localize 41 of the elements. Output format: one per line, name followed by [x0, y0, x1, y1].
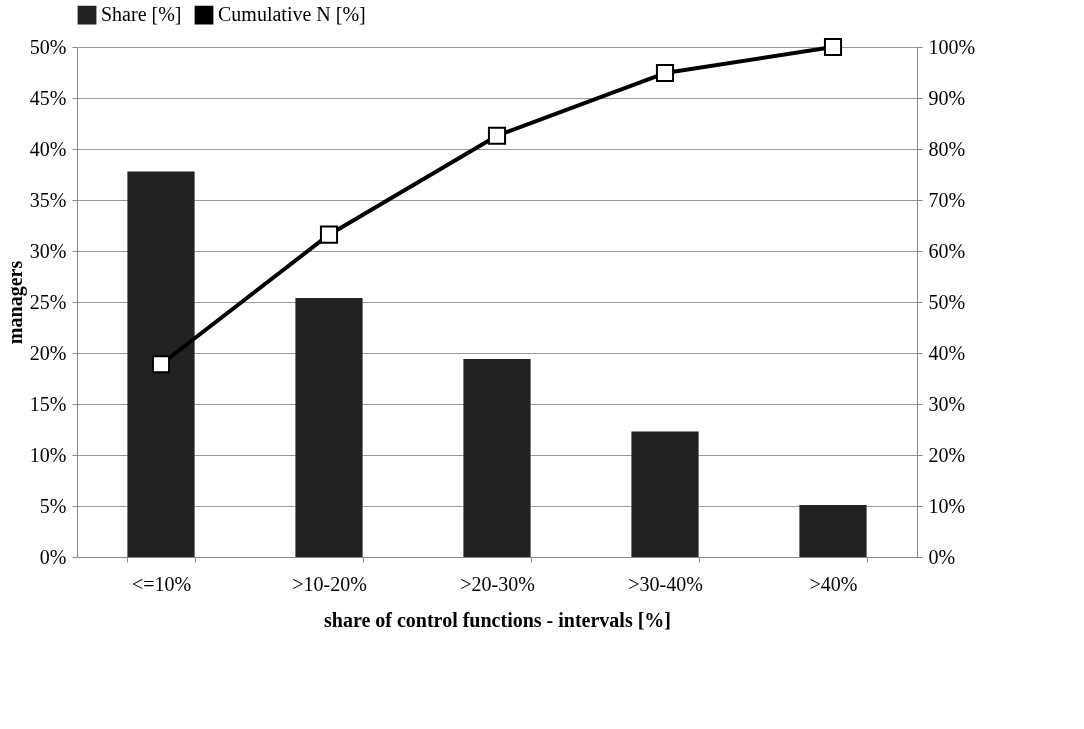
y2-tick-label: 60%: [928, 239, 966, 262]
bar: [799, 504, 867, 557]
y2-tick-label: 40%: [928, 341, 966, 364]
x-tick-label: >40%: [809, 572, 858, 595]
y-tick-label: 25%: [29, 290, 67, 313]
x-tick-label: >30-40%: [628, 572, 703, 595]
y-tick-label: 35%: [29, 188, 67, 211]
y-tick-label: 40%: [29, 137, 67, 160]
point: [151, 355, 171, 374]
y2-tick-label: 70%: [928, 188, 966, 211]
y-tick-label: 5%: [39, 494, 67, 517]
y-axis-title: managers: [3, 260, 27, 345]
bar: [295, 297, 363, 557]
y2-tick-label: 80%: [928, 137, 966, 160]
bar: [631, 431, 699, 557]
y-tick-label: 20%: [29, 341, 67, 364]
y-tick-label: 50%: [29, 35, 67, 58]
point: [655, 63, 675, 83]
y2-tick-label: 10%: [928, 494, 966, 517]
bar: [127, 171, 195, 557]
point: [823, 37, 843, 57]
y2-tick-label: 90%: [928, 86, 966, 109]
x-axis-title: share of control functions - intervals [%]: [323, 608, 672, 631]
point: [487, 126, 507, 145]
legend-label: Share [%]: [101, 3, 182, 26]
x-tick-label: <=10%: [131, 572, 192, 595]
y2-tick-label: 20%: [928, 443, 966, 466]
x-tick-label: >20-30%: [460, 572, 535, 595]
bar: [463, 359, 531, 557]
y2-tick-label: 50%: [928, 290, 966, 313]
y-tick-label: 0%: [39, 545, 67, 568]
y-tick-label: 45%: [29, 86, 67, 109]
y-tick-label: 15%: [29, 392, 67, 415]
y-tick-label: 10%: [29, 443, 67, 466]
point: [319, 225, 339, 244]
legend-label: Cumulative N [%]: [218, 3, 366, 26]
y2-tick-label: 100%: [928, 35, 976, 58]
x-tick-label: >10-20%: [292, 572, 367, 595]
y2-tick-label: 0%: [928, 545, 956, 568]
y2-tick-label: 30%: [928, 392, 966, 415]
y-tick-label: 30%: [29, 239, 67, 262]
